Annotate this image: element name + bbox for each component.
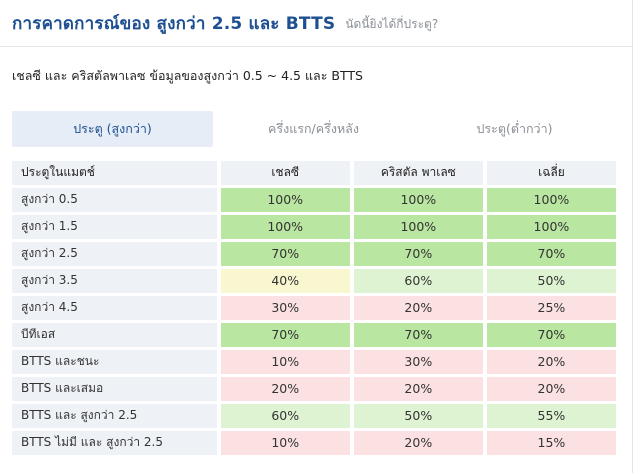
value-cell-crystal-palace: 20% (353, 377, 483, 401)
table-row: BTTS และชนะ 10% 30% 20% (12, 350, 616, 374)
value-cell-crystal-palace: 20% (353, 431, 483, 455)
header-cell-crystal-palace: คริสตัล พาเลซ (353, 161, 483, 185)
value-cell-average: 20% (486, 377, 616, 401)
value-cell-crystal-palace: 100% (353, 188, 483, 212)
tab-bar: ประตู (สูงกว่า) ครึ่งแรก/ครึ่งหลัง ประตู… (12, 111, 615, 147)
row-label: สูงกว่า 3.5 (12, 269, 217, 293)
table-body: สูงกว่า 0.5 100% 100% 100% สูงกว่า 1.5 100% 10… (12, 188, 616, 455)
value-cell-chelsea: 70% (220, 242, 350, 266)
header-cell-chelsea: เชลซี (220, 161, 350, 185)
table-row: BTTS และ สูงกว่า 2.5 60% 50% 55% (12, 404, 616, 428)
value-cell-chelsea: 10% (220, 350, 350, 374)
value-cell-average: 20% (486, 350, 616, 374)
row-label: BTTS ไม่มี และ สูงกว่า 2.5 (12, 431, 217, 455)
value-cell-crystal-palace: 20% (353, 296, 483, 320)
value-cell-average: 55% (486, 404, 616, 428)
value-cell-crystal-palace: 30% (353, 350, 483, 374)
value-cell-chelsea: 70% (220, 323, 350, 347)
value-cell-average: 100% (486, 215, 616, 239)
table-row: สูงกว่า 0.5 100% 100% 100% (12, 188, 616, 212)
tab-half-time[interactable]: ครึ่งแรก/ครึ่งหลัง (268, 121, 359, 136)
value-cell-chelsea: 20% (220, 377, 350, 401)
value-cell-crystal-palace: 60% (353, 269, 483, 293)
table-row: สูงกว่า 1.5 100% 100% 100% (12, 215, 616, 239)
table-row: สูงกว่า 2.5 70% 70% 70% (12, 242, 616, 266)
row-label: BTTS และเสมอ (12, 377, 217, 401)
value-cell-crystal-palace: 50% (353, 404, 483, 428)
row-label: สูงกว่า 4.5 (12, 296, 217, 320)
table-row: BTTS และเสมอ 20% 20% 20% (12, 377, 616, 401)
page-header: การคาดการณ์ของ สูงกว่า 2.5 และ BTTS นัดน… (0, 0, 632, 47)
table-row: สูงกว่า 4.5 30% 20% 25% (12, 296, 616, 320)
stats-table: ประตูในแมตช์ เชลซี คริสตัล พาเลซ เฉลี่ย … (12, 161, 616, 458)
value-cell-average: 70% (486, 323, 616, 347)
page-subtitle: นัดนี้ยิงได้กี่ประตู? (345, 17, 439, 31)
value-cell-chelsea: 60% (220, 404, 350, 428)
table-row: บีทีเอส 70% 70% 70% (12, 323, 616, 347)
value-cell-chelsea: 10% (220, 431, 350, 455)
page-title: การคาดการณ์ของ สูงกว่า 2.5 และ BTTS (12, 13, 336, 34)
description-text: เชลซี และ คริสตัลพาเลซ ข้อมูลของสูงกว่า … (12, 68, 363, 83)
row-label: สูงกว่า 1.5 (12, 215, 217, 239)
table-row: สูงกว่า 3.5 40% 60% 50% (12, 269, 616, 293)
header-cell-match-goals: ประตูในแมตช์ (12, 161, 217, 185)
panel-border (632, 0, 633, 473)
value-cell-chelsea: 40% (220, 269, 350, 293)
row-label: สูงกว่า 0.5 (12, 188, 217, 212)
header-cell-average: เฉลี่ย (486, 161, 616, 185)
value-cell-crystal-palace: 70% (353, 242, 483, 266)
value-cell-average: 15% (486, 431, 616, 455)
tab-goals-under[interactable]: ประตู(ต่ำกว่า) (476, 121, 553, 136)
value-cell-average: 100% (486, 188, 616, 212)
value-cell-average: 50% (486, 269, 616, 293)
row-label: BTTS และ สูงกว่า 2.5 (12, 404, 217, 428)
value-cell-average: 25% (486, 296, 616, 320)
value-cell-average: 70% (486, 242, 616, 266)
table-row: BTTS ไม่มี และ สูงกว่า 2.5 10% 20% 15% (12, 431, 616, 455)
value-cell-chelsea: 100% (220, 188, 350, 212)
table-header-row: ประตูในแมตช์ เชลซี คริสตัล พาเลซ เฉลี่ย (12, 161, 616, 185)
value-cell-crystal-palace: 70% (353, 323, 483, 347)
tab-goals-over[interactable]: ประตู (สูงกว่า) (12, 111, 213, 147)
value-cell-chelsea: 30% (220, 296, 350, 320)
value-cell-chelsea: 100% (220, 215, 350, 239)
value-cell-crystal-palace: 100% (353, 215, 483, 239)
row-label: บีทีเอส (12, 323, 217, 347)
row-label: BTTS และชนะ (12, 350, 217, 374)
row-label: สูงกว่า 2.5 (12, 242, 217, 266)
